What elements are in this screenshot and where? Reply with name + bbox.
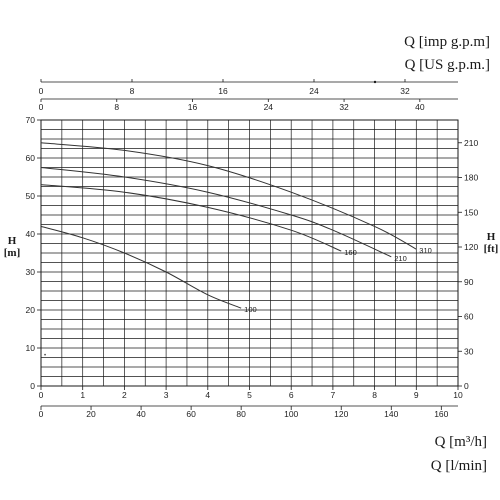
x-tick-label-m3h: 2 — [122, 390, 127, 400]
x-tick-label-m3h: 3 — [164, 390, 169, 400]
y-tick-label-ft: 30 — [464, 346, 474, 356]
x-tick-label-m3h: 7 — [331, 390, 336, 400]
y-tick-label-m: 70 — [26, 115, 36, 125]
y-axis-right-title: H — [487, 231, 496, 243]
x-tick-label-imp: 16 — [218, 86, 228, 96]
curve-label-160: 160 — [344, 248, 357, 257]
y-tick-label-m: 40 — [26, 229, 36, 239]
y-tick-label-ft: 0 — [464, 381, 469, 391]
x-tick-label-m3h: 10 — [453, 390, 463, 400]
y-tick-label-ft: 120 — [464, 242, 478, 252]
curve-210 — [40, 167, 392, 258]
y-tick-label-m: 50 — [26, 191, 36, 201]
x-tick-label-m3h: 5 — [247, 390, 252, 400]
y-tick-label-m: 0 — [30, 381, 35, 391]
curve-100 — [40, 225, 242, 309]
x-tick-label-us: 40 — [415, 102, 425, 112]
curve-label-100: 100 — [244, 305, 257, 314]
y-tick-label-ft: 90 — [464, 277, 474, 287]
x-tick-label-lmin: 140 — [384, 409, 398, 419]
x-tick-label-imp: 0 — [39, 86, 44, 96]
x-tick-label-lmin: 120 — [334, 409, 348, 419]
y-tick-label-m: 10 — [26, 343, 36, 353]
grid — [41, 120, 458, 386]
x-tick-label-m3h: 4 — [205, 390, 210, 400]
x-tick-label-us: 0 — [39, 102, 44, 112]
y-axis-right-unit: [ft] — [484, 243, 499, 255]
y-tick-label-ft: 210 — [464, 138, 478, 148]
x-tick-label-lmin: 40 — [136, 409, 146, 419]
curve-310 — [40, 142, 417, 250]
x-tick-label-m3h: 0 — [39, 390, 44, 400]
x-tick-label-lmin: 160 — [434, 409, 448, 419]
x-tick-label-us: 16 — [188, 102, 198, 112]
x-tick-label-lmin: 0 — [39, 409, 44, 419]
small-mark-icon: • — [44, 353, 46, 359]
unit-label-us-gpm: Q [US g.p.m.] — [405, 57, 490, 73]
unit-label-m3h: Q [m³/h] — [435, 434, 487, 450]
curve-label-210: 210 — [394, 254, 407, 263]
y-tick-label-ft: 180 — [464, 173, 478, 183]
x-tick-label-lmin: 100 — [284, 409, 298, 419]
unit-label-lmin: Q [l/min] — [431, 458, 487, 474]
axis-marker-dot — [373, 80, 377, 84]
x-tick-label-lmin: 20 — [86, 409, 96, 419]
x-tick-label-us: 32 — [339, 102, 349, 112]
curve-label-310: 310 — [419, 246, 432, 255]
y-axis-left-unit: [m] — [4, 247, 21, 259]
x-tick-label-imp: 8 — [130, 86, 135, 96]
curve-160 — [40, 184, 342, 252]
x-tick-label-m3h: 8 — [372, 390, 377, 400]
x-tick-label-imp: 32 — [400, 86, 410, 96]
tick-labels: 0 1 2 3 4 5 6 7 8 9 100 20 40 60 80 100 120 140 1600102030… — [26, 79, 478, 419]
y-tick-label-ft: 60 — [464, 312, 474, 322]
x-tick-label-m3h: 9 — [414, 390, 419, 400]
x-tick-label-m3h: 1 — [80, 390, 85, 400]
curves: 310 210 160 100 — [40, 142, 432, 314]
x-tick-label-lmin: 60 — [186, 409, 196, 419]
y-tick-label-m: 20 — [26, 305, 36, 315]
y-tick-label-m: 60 — [26, 153, 36, 163]
unit-label-imp-gpm: Q [imp g.p.m] — [404, 34, 490, 50]
x-tick-label-m3h: 6 — [289, 390, 294, 400]
y-tick-label-m: 30 — [26, 267, 36, 277]
x-tick-label-lmin: 80 — [236, 409, 246, 419]
x-tick-label-us: 24 — [264, 102, 274, 112]
x-tick-label-imp: 24 — [309, 86, 319, 96]
x-tick-label-us: 8 — [114, 102, 119, 112]
y-tick-label-ft: 150 — [464, 207, 478, 217]
y-axis-left-title: H — [8, 235, 17, 247]
